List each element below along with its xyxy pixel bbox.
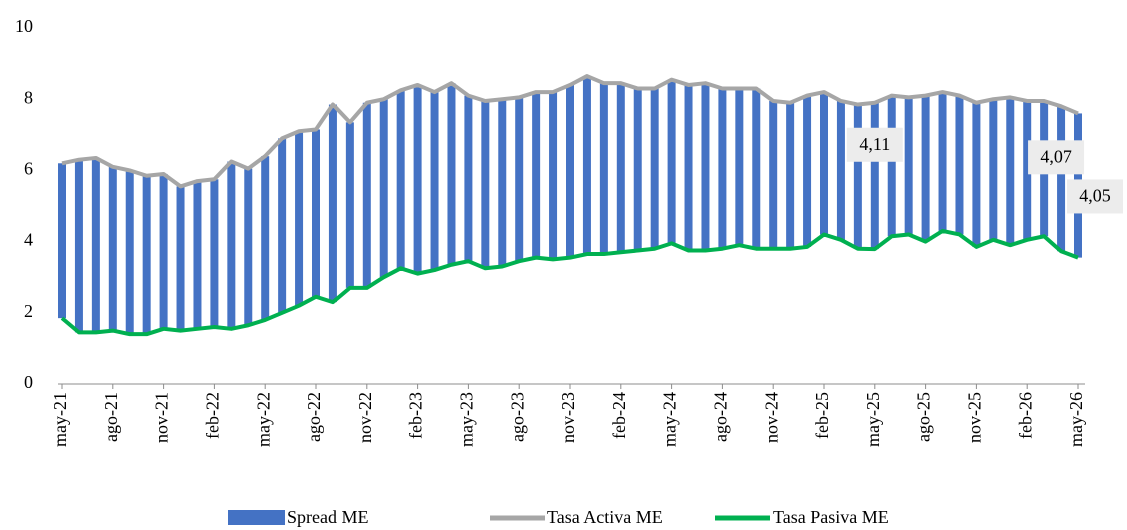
y-tick-label: 6	[24, 159, 33, 179]
bar	[870, 102, 879, 250]
bar	[74, 159, 83, 333]
bar	[227, 161, 236, 329]
bar	[667, 79, 676, 244]
line	[61, 74, 1079, 189]
x-tick-label: nov-24	[761, 392, 781, 443]
y-tick-label: 10	[15, 16, 33, 36]
bar	[549, 92, 558, 260]
bar	[616, 83, 625, 253]
bar	[447, 83, 456, 265]
bar	[786, 102, 795, 249]
x-tick-label: feb-23	[406, 392, 426, 439]
bar	[142, 175, 151, 335]
x-tick-label: feb-24	[609, 392, 629, 439]
bar	[261, 156, 270, 320]
bar	[481, 100, 490, 269]
x-tick-label: may-21	[50, 392, 70, 447]
x-tick-label: may-23	[457, 392, 477, 447]
data-label-box	[1028, 140, 1085, 175]
bar	[582, 76, 591, 255]
x-tick-label: may-22	[253, 392, 273, 447]
bar	[752, 88, 761, 249]
y-tick-label: 8	[24, 87, 33, 107]
bar	[1006, 97, 1015, 246]
legend-swatch	[228, 510, 285, 525]
bar	[735, 88, 744, 246]
bar	[396, 90, 405, 269]
bar	[921, 95, 930, 242]
x-tick-label: ago-25	[914, 392, 934, 442]
bar	[1057, 106, 1066, 252]
bar	[684, 84, 693, 251]
bar	[904, 97, 913, 235]
bar	[820, 92, 828, 235]
bar	[379, 99, 388, 278]
x-tick-label: ago-24	[711, 392, 731, 442]
bar	[955, 95, 964, 235]
bar	[972, 102, 981, 247]
line	[60, 228, 1079, 337]
x-tick-label: feb-26	[1015, 392, 1035, 439]
bar	[887, 95, 896, 237]
data-label: 4,11	[859, 134, 890, 154]
x-tick-label: nov-25	[965, 392, 985, 443]
legend-label: Spread ME	[287, 507, 368, 527]
bar	[938, 92, 947, 231]
bar	[312, 129, 320, 297]
bar	[532, 92, 541, 258]
bar	[125, 170, 134, 335]
data-label-box	[846, 127, 903, 162]
bar	[853, 104, 862, 249]
x-tick-label: feb-22	[203, 392, 223, 439]
y-tick-label: 2	[24, 301, 33, 321]
bar	[836, 100, 845, 240]
bar	[278, 138, 287, 313]
legend-label: Tasa Activa ME	[547, 507, 663, 527]
bar	[515, 97, 524, 262]
bar	[328, 104, 337, 303]
bar	[701, 83, 710, 251]
bar	[176, 186, 185, 331]
x-tick-label: nov-21	[152, 392, 172, 443]
x-tick-label: nov-23	[558, 392, 578, 443]
bar	[566, 84, 574, 258]
x-tick-label: nov-22	[355, 392, 375, 443]
bar	[362, 102, 371, 288]
y-tick-label: 0	[24, 372, 33, 392]
bar	[769, 100, 778, 249]
bar	[803, 95, 812, 247]
bar	[58, 163, 66, 319]
x-tick-label: feb-25	[812, 392, 832, 439]
bar	[430, 92, 439, 271]
bar	[159, 173, 168, 329]
x-tick-label: may-24	[660, 392, 680, 447]
x-tick-label: ago-22	[304, 392, 324, 442]
bar	[108, 166, 117, 331]
bar	[1023, 100, 1032, 240]
bar	[633, 88, 642, 251]
bar	[989, 99, 998, 240]
bar	[193, 181, 202, 329]
bar	[718, 88, 727, 249]
bar	[244, 168, 253, 326]
bar	[413, 84, 422, 274]
x-tick-label: may-25	[863, 392, 883, 447]
bar	[91, 157, 100, 333]
bar	[650, 88, 659, 249]
x-tick-label: may-26	[1066, 392, 1086, 447]
data-label: 4,07	[1040, 146, 1072, 166]
data-label-box	[1067, 179, 1123, 214]
bar	[599, 83, 608, 255]
bar	[345, 122, 354, 288]
y-tick-label: 4	[24, 230, 33, 250]
data-label: 4,05	[1079, 186, 1111, 206]
bar	[295, 131, 304, 306]
bar	[210, 179, 219, 328]
legend-label: Tasa Pasiva ME	[773, 507, 889, 527]
bar	[498, 99, 507, 267]
bar	[464, 95, 473, 262]
x-tick-label: ago-23	[507, 392, 527, 442]
x-tick-label: ago-21	[101, 392, 121, 442]
